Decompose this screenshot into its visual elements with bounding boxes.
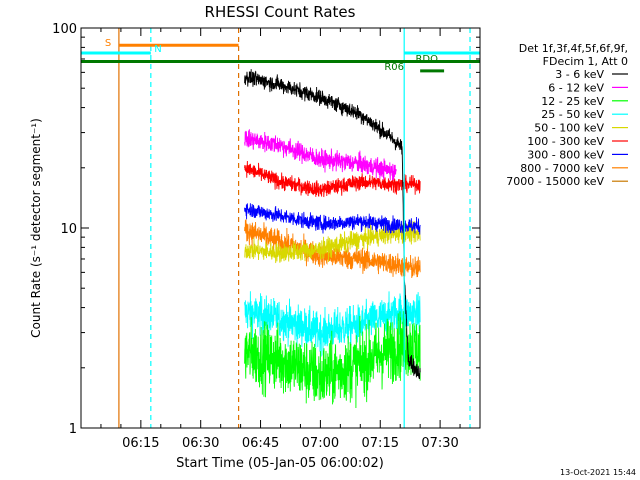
x-tick-label: 07:15 xyxy=(362,436,399,451)
legend-entry-label: 3 - 6 keV xyxy=(555,68,604,81)
flag-label: N xyxy=(154,44,161,55)
y-tick-label: 100 xyxy=(52,22,77,37)
flag-label: S xyxy=(105,38,111,49)
legend-entry-label: 100 - 300 keV xyxy=(527,135,604,148)
legend-entry-label: 12 - 25 keV xyxy=(541,95,604,108)
x-tick-label: 06:15 xyxy=(122,436,159,451)
series-trace xyxy=(244,311,421,408)
legend-entry-label: 25 - 50 keV xyxy=(541,108,604,121)
flag-label: RDO xyxy=(415,54,438,65)
series-trace xyxy=(244,219,421,279)
legend-entry-label: 50 - 100 keV xyxy=(534,122,604,135)
chart-title: RHESSI Count Rates xyxy=(205,3,356,21)
axes-layer: 1 10 100 06:15 06:30 06:45 07:00 07:15 07:30 xyxy=(52,22,480,451)
legend-entry-label: 6 - 12 keV xyxy=(548,81,604,94)
series-trace xyxy=(244,203,421,235)
legend-entry-label: 800 - 7000 keV xyxy=(520,162,604,175)
legend: Det 1f,3f,4f,5f,6f,9f,FDecim 1, Att 03 -… xyxy=(506,42,628,188)
x-tick-label: 06:45 xyxy=(242,436,279,451)
x-tick-label: 06:30 xyxy=(182,436,219,451)
footer-timestamp: 13-Oct-2021 15:44 xyxy=(560,468,636,477)
legend-entry-label: 300 - 800 keV xyxy=(527,148,604,161)
legend-header-line: FDecim 1, Att 0 xyxy=(543,55,628,68)
trace-layer xyxy=(244,69,421,408)
flag-label: R06 xyxy=(384,62,404,73)
vertical-marker-layer xyxy=(118,28,471,428)
series-trace xyxy=(244,160,421,198)
legend-header-line: Det 1f,3f,4f,5f,6f,9f, xyxy=(519,42,628,55)
x-axis-label: Start Time (05-Jan-05 06:00:02) xyxy=(176,456,384,471)
series-trace xyxy=(244,69,421,379)
y-tick-label: 1 xyxy=(69,422,77,437)
series-trace xyxy=(244,220,421,264)
x-tick-label: 07:00 xyxy=(302,436,339,451)
y-tick-label: 10 xyxy=(60,222,77,237)
x-tick-label: 07:30 xyxy=(421,436,458,451)
y-axis-label: Count Rate (s⁻¹ detector segment⁻¹) xyxy=(29,118,43,338)
legend-entry-label: 7000 - 15000 keV xyxy=(506,175,604,188)
flag-bar-layer: S N RDO R06 xyxy=(81,38,480,73)
series-trace xyxy=(244,129,397,181)
